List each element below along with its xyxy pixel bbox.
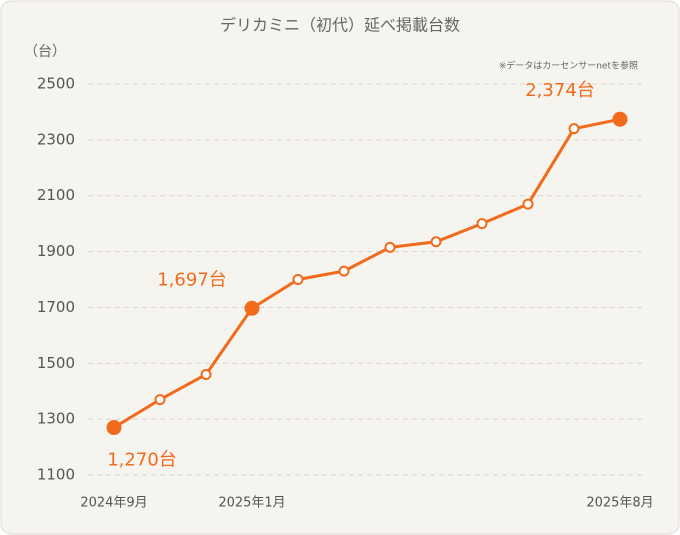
y-tick-label: 1500 <box>37 354 75 372</box>
y-axis-label: （台） <box>24 44 66 60</box>
value-label: 1,270台 <box>107 450 177 471</box>
y-tick-label: 2100 <box>37 186 75 204</box>
chart-title: デリカミニ（初代）延べ掲載台数 <box>220 16 460 35</box>
point <box>292 274 304 285</box>
y-tick-label: 1300 <box>37 410 75 428</box>
point <box>154 394 166 406</box>
point <box>522 198 534 210</box>
x-tick-label: 2025年8月 <box>586 496 653 511</box>
line <box>113 117 621 429</box>
y-tick-label: 2300 <box>37 130 75 148</box>
y-tick-label: 1100 <box>37 466 75 484</box>
value-label: 1,697台 <box>157 269 227 290</box>
point <box>384 241 396 253</box>
y-tick-label: 1700 <box>37 298 75 316</box>
highlight-point <box>612 111 628 127</box>
point <box>476 218 488 230</box>
y-tick-label: 1900 <box>37 242 75 260</box>
point <box>338 265 350 277</box>
x-tick-label: 2024年9月 <box>80 496 147 511</box>
x-tick-label: 2025年1月 <box>218 496 285 511</box>
note: ※データはカーセンサーnetを参照 <box>499 60 638 72</box>
point <box>568 123 580 135</box>
point <box>200 368 212 380</box>
value-label: 2,374台 <box>525 80 595 101</box>
y-tick-label: 2500 <box>37 75 75 93</box>
highlight-point <box>106 420 122 436</box>
point <box>430 236 442 248</box>
highlight-point <box>244 300 260 316</box>
